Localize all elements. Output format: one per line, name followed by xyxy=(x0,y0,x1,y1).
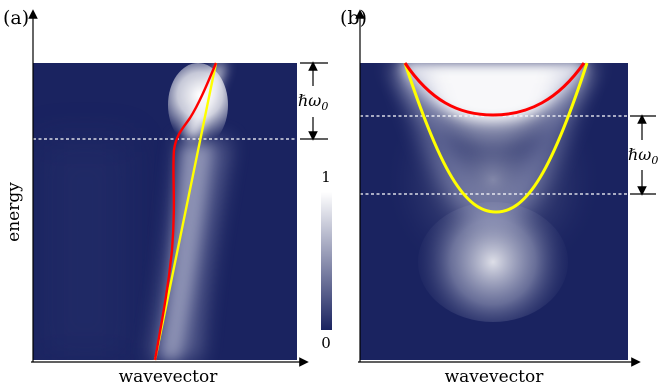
colorbar-max-label: 1 xyxy=(321,168,331,186)
panel-b-red-curve xyxy=(403,62,586,117)
panel-b-xlabel: wavevector xyxy=(445,367,545,385)
colorbar-min-label: 0 xyxy=(321,334,331,352)
panel-a-soft-left xyxy=(40,140,130,360)
colorbar: 1 0 xyxy=(321,168,332,352)
panel-a-xlabel: wavevector xyxy=(119,367,219,385)
panel-a-yellow-curve xyxy=(153,62,218,361)
panel-b-glow-blob xyxy=(418,202,568,322)
panel-a-glow-band-inner xyxy=(160,145,212,360)
panel-a-ylabel: energy xyxy=(4,182,24,242)
panel-a-red-curve xyxy=(153,62,218,361)
panel-b: ℏω0 (b) wavevector xyxy=(340,7,658,385)
panel-b-label: (b) xyxy=(340,7,367,29)
panel-a-annotation: ℏω0 xyxy=(298,91,328,113)
panel-b-yellow-curve xyxy=(403,62,589,214)
colorbar-gradient xyxy=(321,192,332,330)
panel-a-glow-ridge xyxy=(185,64,226,140)
panel-b-annotation: ℏω0 xyxy=(628,145,658,167)
panel-a: ℏω0 (a) wavevector energy xyxy=(3,7,328,385)
panel-a-label: (a) xyxy=(3,7,29,29)
